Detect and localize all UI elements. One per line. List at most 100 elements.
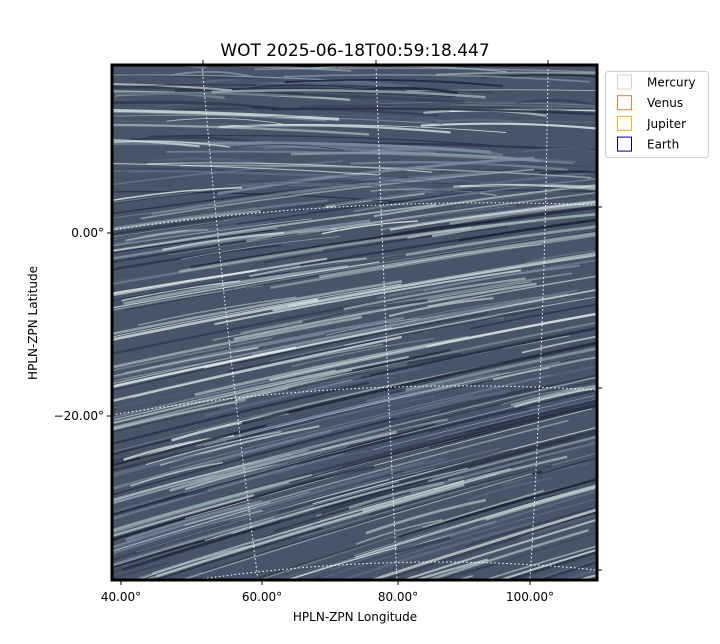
tick-marks <box>107 60 602 585</box>
x-tick-label: 80.00° <box>378 590 418 604</box>
streak <box>353 177 597 213</box>
streak <box>129 171 456 183</box>
streak <box>112 561 171 580</box>
streak <box>129 525 314 580</box>
streak <box>185 408 592 519</box>
streak <box>352 328 597 381</box>
streak <box>288 403 597 484</box>
streak <box>114 508 325 571</box>
legend-swatch <box>617 115 632 131</box>
streak <box>231 467 468 535</box>
streak <box>203 361 561 446</box>
streak <box>112 120 314 131</box>
streak <box>444 531 597 580</box>
streak <box>255 489 545 580</box>
streak <box>405 225 597 257</box>
streak <box>195 371 510 447</box>
streak <box>179 473 533 580</box>
streak <box>112 494 255 538</box>
streak <box>112 381 370 446</box>
streak <box>405 346 597 392</box>
streak <box>112 335 402 403</box>
streak <box>112 489 208 517</box>
streak <box>537 457 597 476</box>
streak <box>405 89 597 92</box>
streak <box>368 508 597 580</box>
streak <box>520 513 597 539</box>
streak <box>112 171 366 204</box>
streak <box>112 228 331 264</box>
streak <box>532 559 597 580</box>
streak <box>447 102 597 107</box>
streak <box>485 486 597 521</box>
streak <box>112 398 247 431</box>
streak <box>427 435 597 483</box>
streak <box>134 84 495 94</box>
streak <box>178 226 471 273</box>
streak <box>388 297 494 318</box>
streak <box>373 544 457 571</box>
streak <box>123 264 349 306</box>
streak <box>397 119 597 124</box>
streak <box>253 114 463 123</box>
streak <box>487 297 580 316</box>
title: WOT 2025-06-18T00:59:18.447 <box>220 41 489 61</box>
streak <box>427 275 597 308</box>
streak <box>112 204 326 237</box>
streak <box>167 205 515 256</box>
streak <box>162 231 284 251</box>
streak <box>380 199 597 231</box>
streak <box>112 480 400 567</box>
streak <box>112 368 352 429</box>
streak <box>112 243 282 271</box>
legend-label: Mercury <box>647 76 696 90</box>
streak <box>142 473 498 580</box>
streak <box>420 122 597 130</box>
streak <box>255 80 408 89</box>
streak <box>112 191 421 205</box>
streak <box>291 337 435 368</box>
streak <box>112 140 230 148</box>
solar-image <box>112 65 597 580</box>
streak <box>521 335 597 354</box>
streak <box>276 450 371 475</box>
streak <box>230 448 500 523</box>
x-axis-label: HPLN-ZPN Longitude <box>293 610 417 624</box>
streak <box>211 88 486 99</box>
streak <box>270 233 597 290</box>
streak <box>354 484 597 559</box>
streak <box>112 380 410 453</box>
streak <box>419 391 507 413</box>
streak <box>400 518 597 580</box>
streak <box>226 183 480 194</box>
streak <box>112 162 380 176</box>
streak <box>246 227 338 243</box>
streak <box>112 383 231 409</box>
streak <box>130 461 224 487</box>
streak <box>226 378 494 443</box>
streak <box>284 78 503 87</box>
streak <box>184 419 569 527</box>
streak <box>112 139 200 148</box>
streak <box>112 346 297 388</box>
streak <box>288 352 461 391</box>
streak <box>559 568 597 580</box>
legend-label: Jupiter <box>646 117 686 131</box>
streak <box>496 548 597 580</box>
streak <box>515 99 597 106</box>
streak <box>510 384 597 407</box>
streak <box>112 346 427 419</box>
streak <box>338 521 533 580</box>
streak <box>412 558 488 580</box>
streak <box>198 289 578 366</box>
streak <box>112 224 260 247</box>
streak <box>469 303 597 330</box>
legend: Mercury Venus Jupiter Earth <box>605 71 709 158</box>
streak <box>169 374 552 470</box>
streak <box>453 183 597 191</box>
streak <box>312 426 597 505</box>
streak <box>170 70 253 78</box>
x-tick-label: 100.00° <box>506 590 554 604</box>
streak <box>180 164 592 179</box>
streak <box>112 261 380 309</box>
